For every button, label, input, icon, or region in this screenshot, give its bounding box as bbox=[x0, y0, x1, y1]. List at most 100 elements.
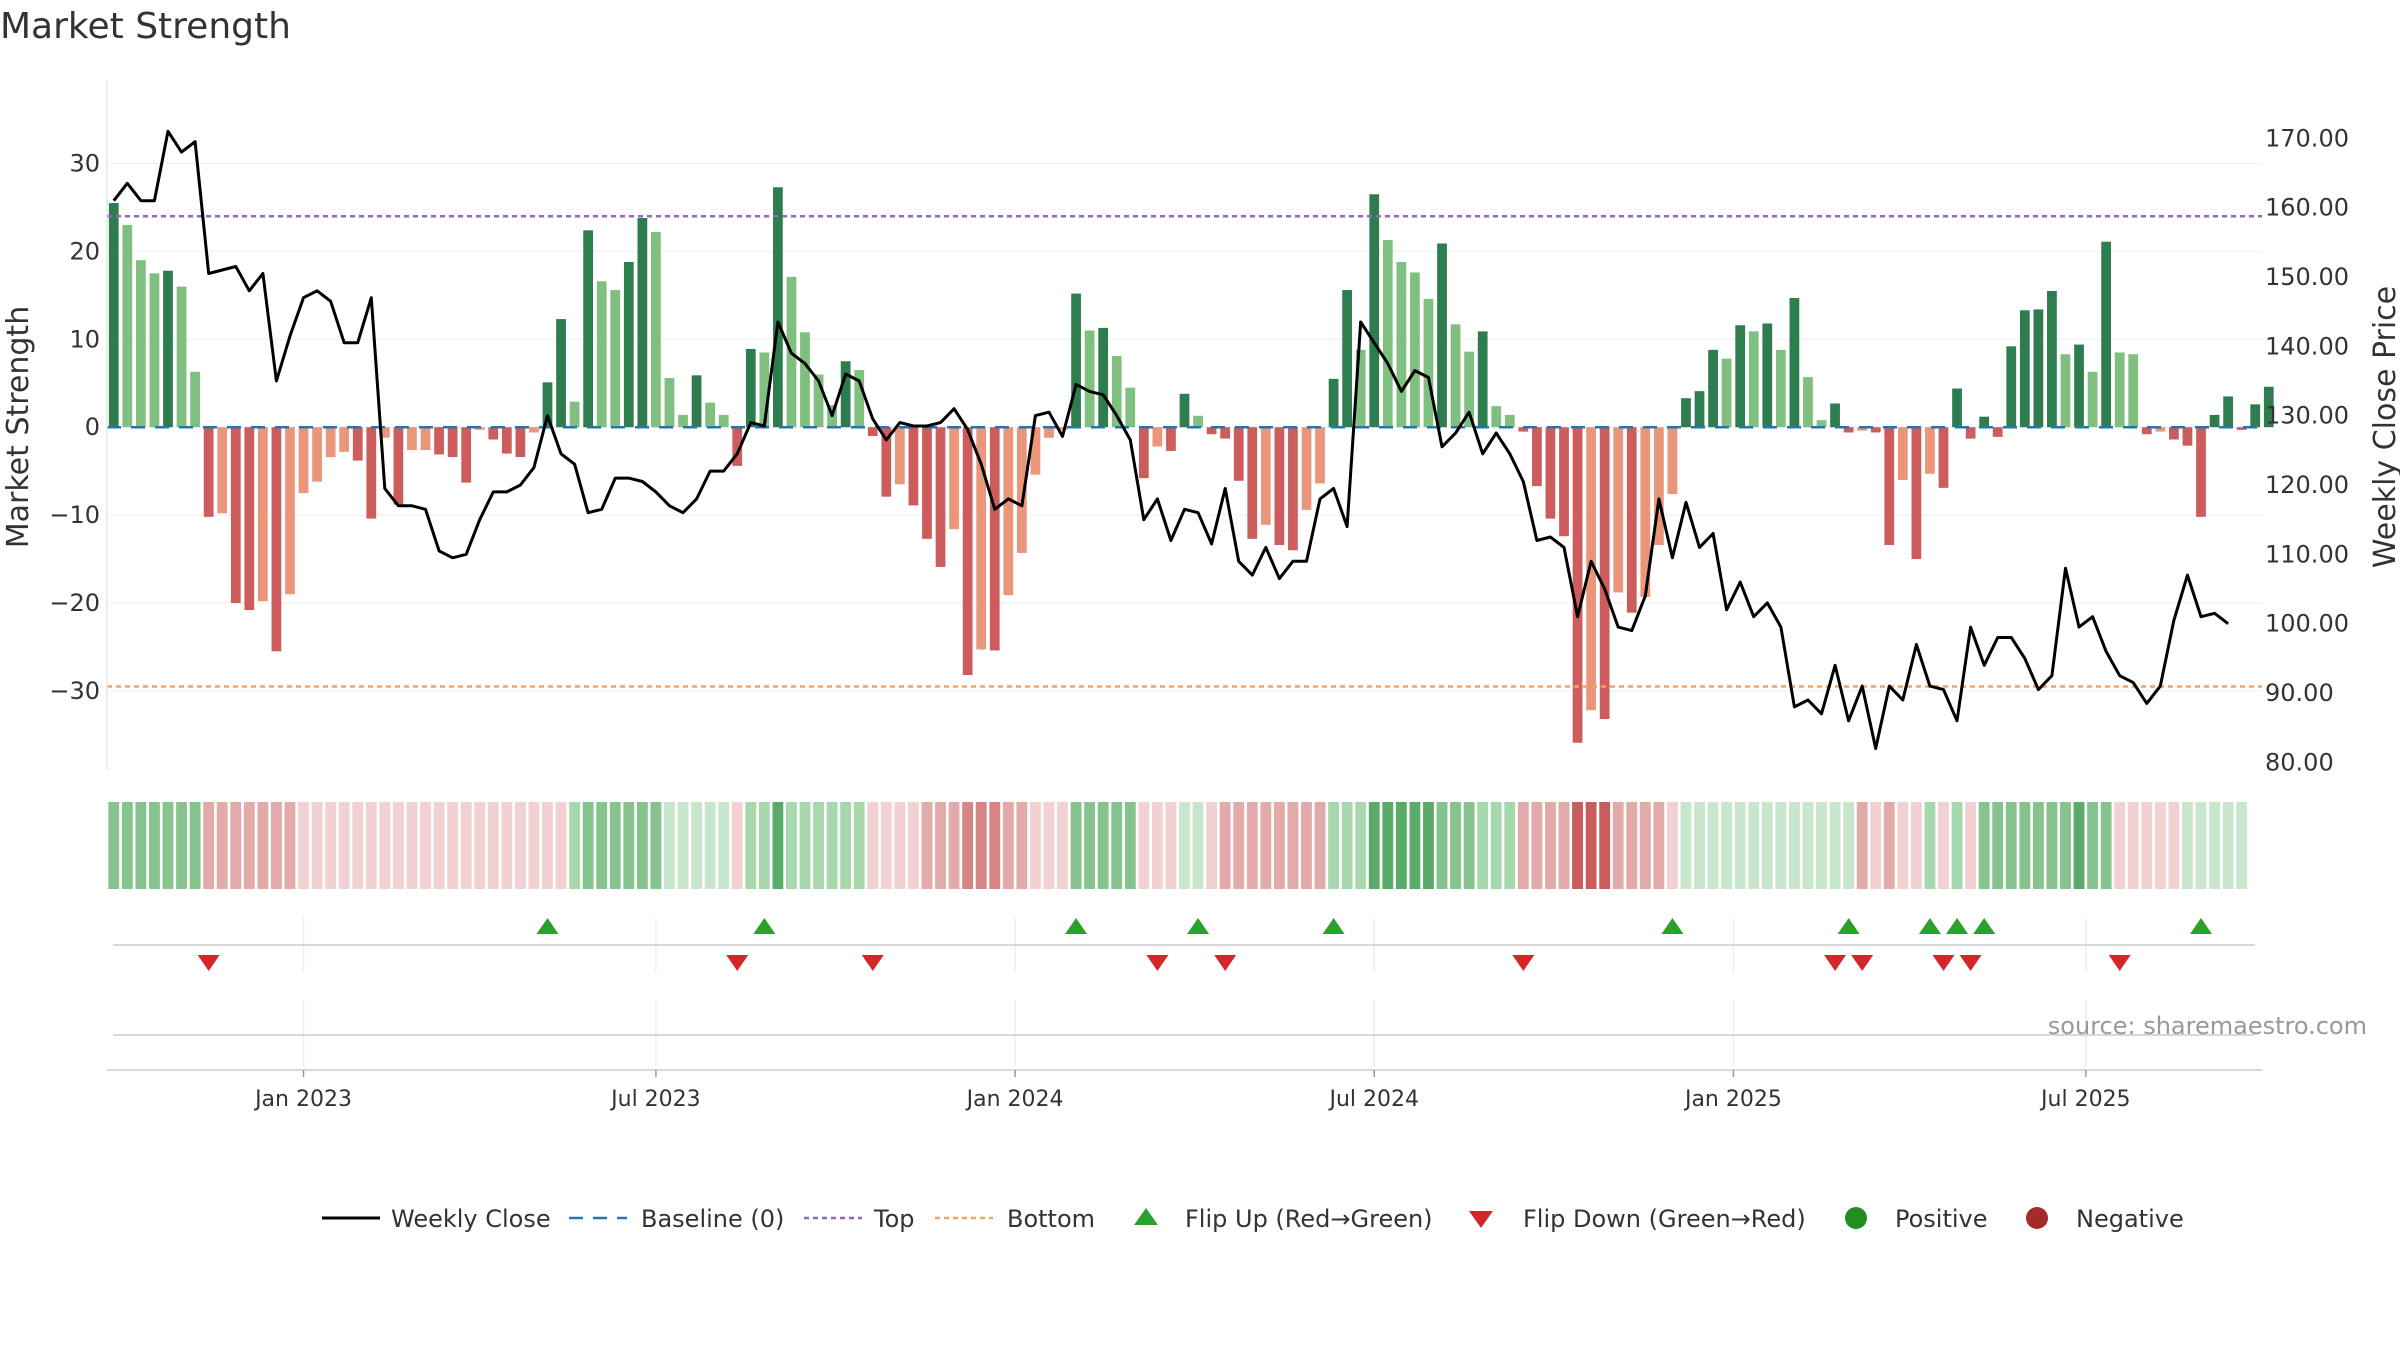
strip-cell bbox=[1043, 802, 1055, 889]
strip-cell bbox=[1490, 802, 1502, 889]
strip-cell bbox=[216, 802, 228, 889]
flip-down-marker bbox=[1146, 955, 1169, 971]
strength-bar bbox=[1274, 427, 1285, 545]
strip-cell bbox=[1517, 802, 1529, 889]
x-tick-label: Jan 2024 bbox=[965, 1087, 1064, 1112]
strength-bar bbox=[298, 427, 309, 494]
strength-bar bbox=[2006, 346, 2017, 428]
legend: Weekly Close Baseline (0) Top Bottom Flip Up… bbox=[322, 1205, 2184, 1233]
strip-cell bbox=[2195, 802, 2207, 889]
strip-cell bbox=[284, 802, 296, 889]
strength-bar bbox=[1748, 331, 1759, 428]
flip-up-marker bbox=[753, 918, 776, 934]
strip-cell bbox=[2114, 802, 2126, 889]
strip-cell bbox=[569, 802, 581, 889]
strength-bar bbox=[773, 187, 783, 428]
strip-cell bbox=[1843, 802, 1855, 889]
strip-cell bbox=[1287, 802, 1299, 889]
strength-bar bbox=[935, 427, 946, 567]
strength-bar bbox=[1599, 427, 1610, 720]
legend-swatch-flip-up bbox=[1134, 1208, 1158, 1225]
strength-bar bbox=[1342, 290, 1353, 428]
strength-bar bbox=[2155, 427, 2166, 432]
strength-bar bbox=[285, 427, 295, 595]
strength-bar bbox=[1016, 427, 1027, 553]
strength-bar bbox=[2141, 427, 2152, 435]
strip-cell bbox=[1788, 802, 1800, 889]
strip-cell bbox=[352, 802, 364, 889]
strength-bar bbox=[596, 281, 607, 428]
strength-bar bbox=[922, 427, 932, 539]
strength-bar bbox=[867, 427, 878, 436]
y-tick-right: 100.00 bbox=[2265, 610, 2349, 638]
strength-bar bbox=[2250, 404, 2261, 428]
strength-bar bbox=[1247, 427, 1258, 539]
strength-bar bbox=[1084, 330, 1095, 428]
strip-cell bbox=[731, 802, 743, 889]
strength-bar bbox=[678, 414, 688, 428]
strength-bar bbox=[583, 230, 594, 428]
strength-bar bbox=[515, 427, 526, 458]
strength-bar bbox=[556, 319, 566, 428]
strength-bar bbox=[962, 427, 973, 676]
weekly-close-line bbox=[112, 129, 2230, 750]
y-tick-right: 150.00 bbox=[2265, 263, 2349, 291]
flip-down-marker bbox=[726, 955, 749, 971]
strength-bar bbox=[1870, 427, 1881, 433]
strength-bar bbox=[2101, 241, 2112, 428]
axes: 30 20 10 0 −10 −20 −30 170.00 160.00 150.00 140.00… bbox=[49, 80, 2349, 776]
strip-cell bbox=[2141, 802, 2153, 889]
flip-markers-panel bbox=[113, 918, 2255, 972]
strip-cell bbox=[921, 802, 933, 889]
strip-cell bbox=[203, 802, 215, 889]
strength-bar bbox=[1152, 427, 1163, 447]
strength-bar bbox=[2263, 386, 2274, 428]
strip-cell bbox=[1599, 802, 1611, 889]
y-axis-right-label: Weekly Close Price bbox=[2368, 286, 2400, 568]
strength-bar bbox=[1925, 427, 1935, 474]
strip-cell bbox=[325, 802, 337, 889]
strip-cell bbox=[745, 802, 757, 889]
strength-bar bbox=[1762, 323, 1773, 428]
strip-cell bbox=[2005, 802, 2017, 889]
strength-bar bbox=[352, 427, 363, 461]
strip-cell bbox=[298, 802, 309, 889]
strength-bar bbox=[203, 427, 214, 517]
strength-bar bbox=[1057, 427, 1068, 430]
flip-up-marker bbox=[1946, 918, 1969, 934]
strength-bar bbox=[108, 203, 119, 428]
strip-cell bbox=[1409, 802, 1421, 889]
strip-cell bbox=[1301, 802, 1312, 889]
legend-item-bottom: Bottom bbox=[935, 1205, 1095, 1233]
strength-bar bbox=[1653, 427, 1664, 545]
strength-bar bbox=[732, 427, 743, 466]
strength-bar bbox=[312, 427, 322, 482]
strength-bar bbox=[1708, 349, 1718, 428]
strip-cell bbox=[786, 802, 797, 889]
strength-bar bbox=[1382, 239, 1393, 428]
x-tick-label: Jul 2024 bbox=[1327, 1087, 1419, 1112]
strength-bar bbox=[569, 401, 580, 428]
legend-label: Weekly Close bbox=[391, 1205, 551, 1233]
strength-bar bbox=[1532, 427, 1542, 487]
strength-bar bbox=[1477, 331, 1488, 428]
strip-cell bbox=[772, 802, 784, 889]
strength-bar bbox=[2209, 414, 2220, 428]
legend-item-positive: Positive bbox=[1845, 1205, 1988, 1233]
strength-bar bbox=[474, 427, 485, 430]
strip-cell bbox=[1653, 802, 1665, 889]
strip-cell bbox=[2087, 802, 2099, 889]
strip-cell bbox=[2209, 802, 2220, 889]
y-tick-right: 140.00 bbox=[2265, 332, 2349, 360]
strength-bar bbox=[610, 290, 621, 428]
strip-cell bbox=[1477, 802, 1489, 889]
strip-cell bbox=[1165, 802, 1177, 889]
legend-label: Top bbox=[873, 1205, 915, 1233]
strength-bar bbox=[745, 348, 756, 428]
strip-cell bbox=[1572, 802, 1583, 889]
strength-bar bbox=[271, 427, 282, 652]
strength-bar bbox=[1626, 427, 1637, 613]
y-tick-left: 0 bbox=[85, 413, 100, 441]
strength-bar bbox=[2060, 354, 2071, 428]
y-tick-right: 170.00 bbox=[2265, 124, 2349, 152]
